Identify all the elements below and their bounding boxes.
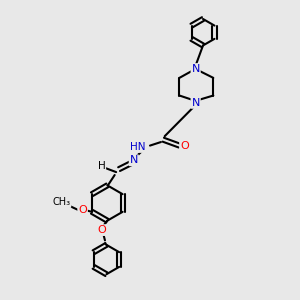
Text: O: O [98, 225, 106, 235]
Text: N: N [191, 98, 200, 108]
Text: O: O [78, 206, 87, 215]
Text: O: O [180, 141, 189, 151]
Text: N: N [130, 155, 138, 165]
Text: CH₃: CH₃ [52, 197, 70, 207]
Text: H: H [98, 161, 105, 171]
Text: HN: HN [130, 142, 146, 152]
Text: N: N [191, 64, 200, 74]
